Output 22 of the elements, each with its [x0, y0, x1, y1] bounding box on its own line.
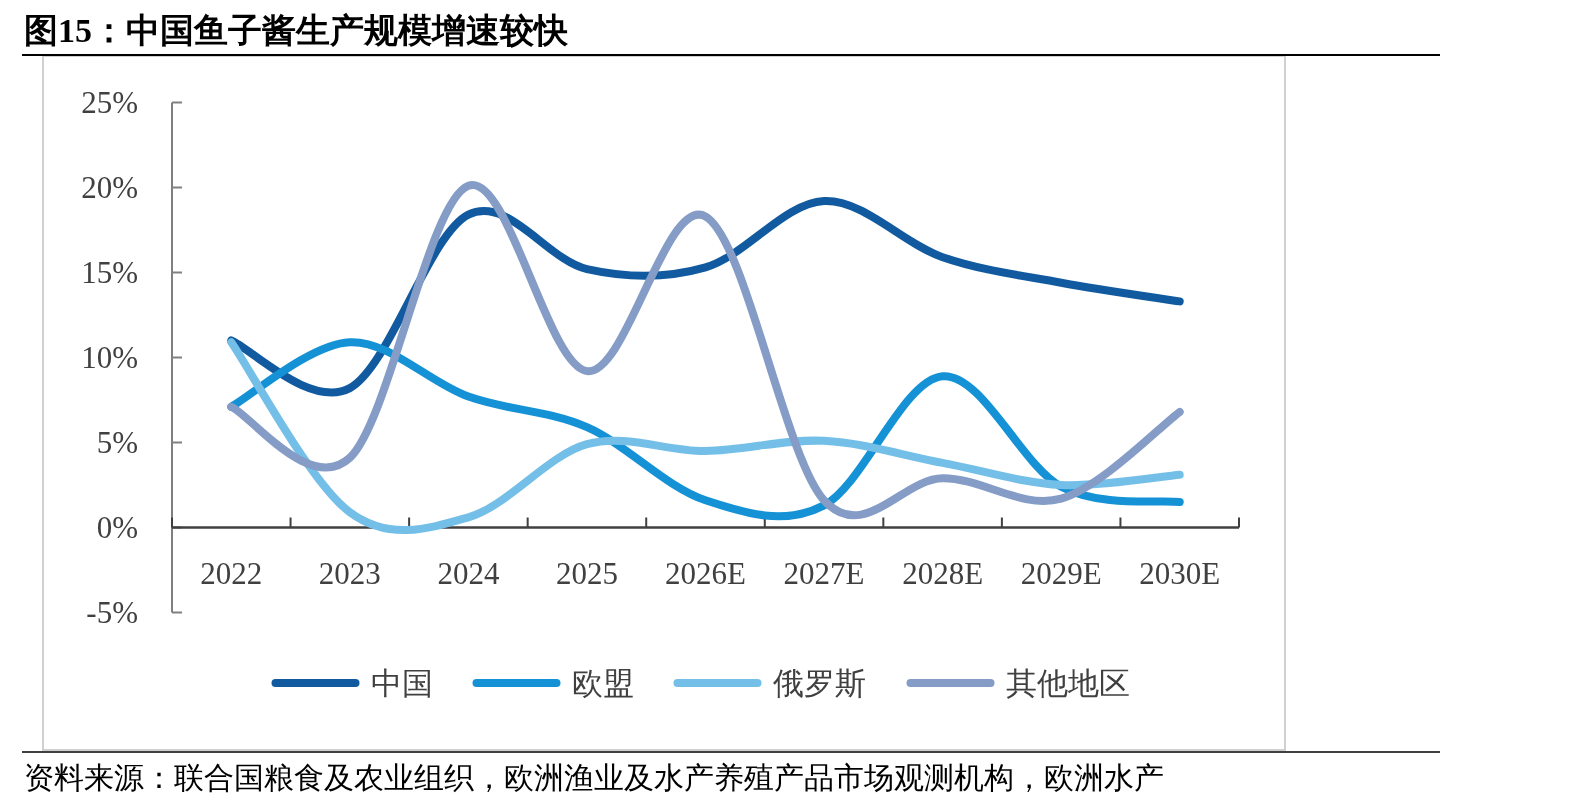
- y-tick-label: -5%: [86, 595, 138, 630]
- y-tick-label: 10%: [81, 340, 138, 375]
- y-tick-label: 15%: [81, 255, 138, 290]
- legend-label: 中国: [370, 665, 433, 701]
- x-tick-label: 2022: [200, 555, 263, 591]
- legend-label: 俄罗斯: [772, 665, 866, 701]
- chart-title: 图15：中国鱼子酱生产规模增速较快: [24, 12, 569, 49]
- x-tick-label: 2028E: [902, 555, 984, 591]
- y-tick-label: 5%: [96, 425, 138, 460]
- y-tick-label: 0%: [96, 510, 138, 545]
- x-tick-label: 2027E: [783, 555, 865, 591]
- x-tick-label: 2025: [555, 555, 618, 591]
- x-tick-label: 2024: [437, 555, 500, 591]
- legend-label: 欧盟: [571, 665, 634, 701]
- x-tick-label: 2026E: [665, 555, 746, 591]
- legend-label: 其他地区: [1005, 665, 1130, 701]
- x-tick-label: 2023: [318, 555, 381, 591]
- x-tick-label: 2029E: [1020, 555, 1102, 591]
- x-tick-label: 2030E: [1139, 555, 1221, 591]
- y-tick-label: 20%: [81, 170, 138, 205]
- text: 资料来源：联合国粮食及农业组织，欧洲渔业及水产养殖产品市场观测机构，欧洲水产: [24, 761, 1164, 794]
- y-tick-label: 25%: [81, 85, 138, 120]
